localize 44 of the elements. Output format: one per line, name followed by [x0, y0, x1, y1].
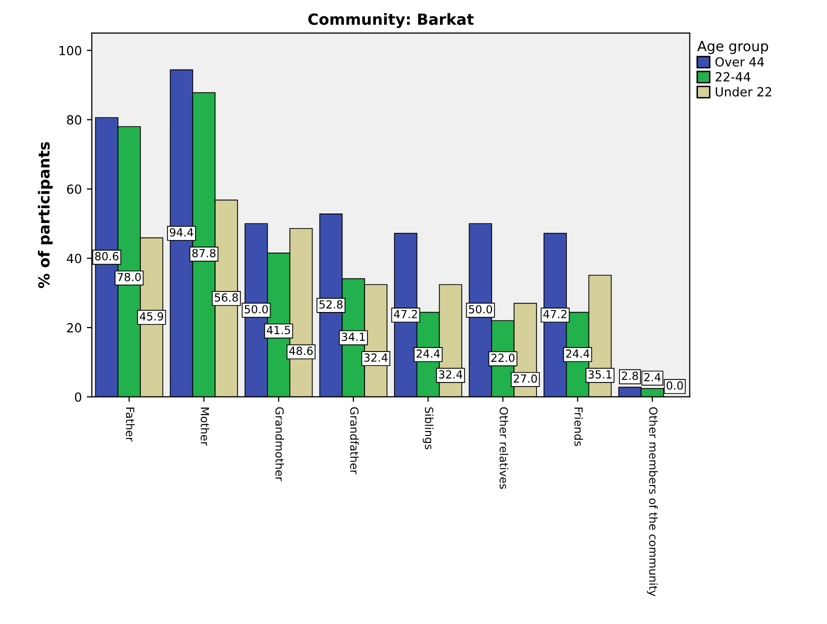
data-label: 24.4 — [566, 349, 590, 358]
data-label: 27.0 — [514, 374, 537, 383]
legend-label: Over 44 — [715, 57, 764, 67]
x-tick-label: Other relatives — [500, 407, 508, 489]
chart-title: Community: Barkat — [308, 13, 474, 28]
data-label: 50.0 — [244, 305, 268, 314]
data-label: 48.6 — [289, 346, 313, 356]
data-label: 22.0 — [491, 354, 514, 362]
data-label: 32.4 — [439, 370, 462, 379]
data-label: 78.0 — [118, 272, 141, 282]
data-label: 41.5 — [266, 326, 290, 334]
x-tick-label: Siblings — [422, 407, 434, 450]
y-tick-label: 40 — [66, 254, 82, 264]
data-label: 50.0 — [468, 305, 492, 314]
data-label: 52.8 — [319, 300, 343, 309]
x-tick-label: Mother — [200, 408, 210, 446]
legend-title: Age group — [697, 41, 768, 54]
x-tick-label: Father — [126, 408, 135, 442]
data-label: 47.2 — [543, 310, 566, 318]
x-tick-label: Friends — [574, 408, 583, 446]
data-label: 2.8 — [622, 372, 638, 380]
y-axis-title: % of participants — [38, 142, 53, 288]
data-label: 32.4 — [364, 353, 388, 362]
y-tick-label: 80 — [67, 115, 82, 125]
data-label: 45.9 — [140, 312, 164, 321]
data-label: 56.8 — [214, 293, 238, 302]
data-label: 47.2 — [394, 310, 417, 318]
x-tick-label: Other members of the community — [646, 407, 658, 596]
legend-label: Under 22 — [716, 86, 772, 97]
y-tick-label: 100 — [60, 46, 82, 56]
y-tick-label: 20 — [67, 323, 82, 332]
data-label: 80.6 — [95, 252, 118, 260]
x-tick-label: Grandmother — [275, 407, 284, 482]
x-tick-label: Grandfather — [350, 407, 359, 474]
y-tick-label: 0 — [74, 392, 82, 402]
data-label: 2.4 — [644, 372, 661, 382]
data-label: 24.4 — [416, 349, 440, 358]
data-label: 0.0 — [666, 381, 683, 390]
data-label: 87.8 — [192, 248, 216, 258]
data-label: 35.1 — [588, 370, 612, 379]
data-label: 94.4 — [170, 228, 194, 237]
y-tick-label: 60 — [67, 184, 82, 194]
data-label: 34.1 — [342, 332, 365, 342]
legend-label: 22-44 — [716, 72, 750, 82]
